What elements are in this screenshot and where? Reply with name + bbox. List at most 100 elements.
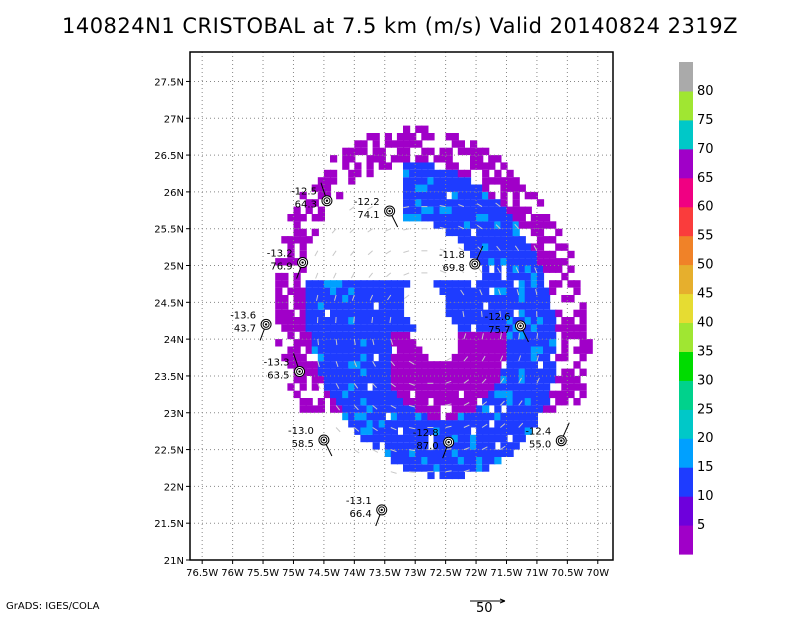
wind-cell (360, 295, 368, 303)
wind-cell (524, 324, 532, 332)
wind-cell (457, 331, 465, 340)
wind-cell (311, 199, 319, 207)
wind-cell (421, 125, 429, 133)
plot-frame (189, 51, 614, 561)
wind-vector (445, 425, 452, 428)
wind-cell (293, 317, 301, 325)
wind-cell (476, 302, 484, 310)
wind-cell (445, 155, 453, 163)
wind-cell (457, 398, 465, 406)
wind-cell (421, 412, 429, 421)
wind-cell (457, 295, 465, 303)
wind-cell (573, 398, 581, 406)
wind-cell (476, 206, 484, 214)
colorbar-label: 75 (697, 113, 714, 128)
wind-vector (476, 224, 483, 230)
colorbar-swatch (679, 467, 693, 497)
wind-cell (384, 302, 392, 310)
wind-cell (506, 243, 514, 251)
wind-cell (396, 353, 405, 362)
wind-vector (518, 333, 520, 340)
wind-cell (512, 412, 520, 421)
wind-cell (311, 214, 319, 222)
wind-cell (396, 280, 405, 288)
wind-cell (506, 375, 514, 384)
wind-cell (573, 280, 581, 288)
wind-cell (530, 390, 538, 399)
wind-cell (494, 456, 502, 465)
wind-cell (281, 272, 289, 281)
wind-cell (445, 361, 453, 369)
wind-cell (524, 272, 532, 281)
wind-cell (287, 243, 295, 251)
wind-cell (488, 243, 496, 251)
wind-cell (378, 368, 386, 376)
wind-cell (336, 361, 344, 369)
wind-cell (396, 405, 405, 413)
wind-vector (458, 268, 465, 274)
wind-vector (334, 294, 337, 301)
dropsonde-markers: -12.564.3 -12.274.1-13.276.9-11.869.8-13.… (230, 182, 570, 527)
wind-cell (396, 449, 405, 457)
wind-cell (482, 317, 490, 325)
wind-cell (360, 280, 368, 288)
wind-vector (335, 361, 339, 368)
wind-cell (336, 405, 344, 413)
wind-cell (439, 420, 447, 428)
wind-cell (512, 346, 520, 354)
wind-cell (543, 309, 551, 318)
wind-cell (518, 434, 526, 443)
wind-cell (549, 405, 557, 413)
wind-cell (470, 464, 478, 472)
wind-vector (445, 448, 452, 451)
wind-cell (317, 317, 325, 325)
wind-cell (482, 412, 490, 421)
wind-cell (451, 412, 459, 421)
wind-cell (536, 375, 545, 384)
wind-cell (317, 368, 325, 376)
wind-cell (549, 390, 557, 399)
wind-vector (350, 272, 355, 279)
dropsonde-top-value: -12.6 (485, 312, 511, 323)
wind-cell (378, 331, 386, 340)
wind-cell (512, 390, 520, 399)
wind-cell (439, 456, 447, 465)
dropsonde-bottom-value: 87.0 (416, 441, 438, 452)
wind-vector (315, 272, 319, 279)
wind-cell (311, 280, 319, 288)
wind-cell (317, 287, 325, 295)
wind-cell (372, 331, 380, 340)
wind-cell (403, 456, 411, 465)
wind-cell (390, 449, 398, 457)
wind-cell (421, 184, 429, 192)
wind-cell (506, 368, 514, 376)
wind-cell (287, 236, 295, 244)
wind-cell (500, 353, 508, 362)
wind-cell (482, 346, 490, 354)
wind-cell (488, 191, 496, 200)
colorbar-label: 45 (697, 287, 714, 302)
wind-cell (360, 375, 368, 384)
wind-cell (330, 309, 338, 318)
wind-cell (348, 390, 356, 399)
wind-cell (482, 250, 490, 259)
wind-vector (372, 405, 378, 410)
wind-cell (470, 346, 478, 354)
wind-cell (457, 191, 465, 200)
wind-cell (305, 331, 313, 340)
wind-vector (372, 427, 378, 432)
wind-cell (427, 449, 435, 457)
wind-cell (396, 442, 405, 450)
wind-cell (360, 302, 368, 310)
wind-cell (494, 177, 502, 185)
wind-cell (561, 331, 569, 340)
dropsonde-ring-middle (320, 436, 328, 444)
wind-cell (427, 405, 435, 413)
wind-cell (372, 287, 380, 295)
wind-cell (336, 339, 344, 347)
wind-cell (336, 346, 344, 354)
wind-cell (433, 368, 441, 376)
wind-cell (311, 361, 319, 369)
wind-cell (390, 398, 398, 406)
wind-cell (409, 427, 417, 435)
